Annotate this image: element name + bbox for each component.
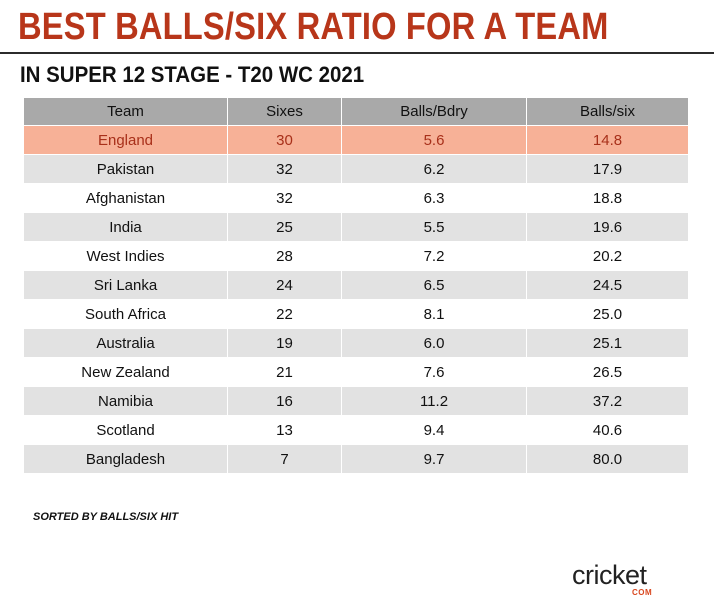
cell-balls-bdry: 6.2 bbox=[342, 155, 527, 184]
table-row: Bangladesh 7 9.7 80.0 bbox=[24, 445, 688, 474]
chart-title: BEST BALLS/SIX RATIO FOR A TEAM bbox=[18, 6, 609, 48]
cell-sixes: 13 bbox=[228, 416, 342, 445]
cell-balls-six: 17.9 bbox=[527, 155, 688, 184]
sort-note: SORTED BY BALLS/SIX HIT bbox=[33, 511, 179, 523]
cell-balls-six: 24.5 bbox=[527, 271, 688, 300]
table-row: West Indies 28 7.2 20.2 bbox=[24, 242, 688, 271]
table-row: Namibia 16 11.2 37.2 bbox=[24, 387, 688, 416]
cell-team: England bbox=[24, 126, 228, 155]
cell-balls-bdry: 8.1 bbox=[342, 300, 527, 329]
title-divider bbox=[0, 52, 714, 54]
cell-balls-six: 40.6 bbox=[527, 416, 688, 445]
logo-wordmark: cricket bbox=[572, 560, 647, 590]
table-row: Scotland 13 9.4 40.6 bbox=[24, 416, 688, 445]
cell-balls-bdry: 9.4 bbox=[342, 416, 527, 445]
cell-balls-six: 80.0 bbox=[527, 445, 688, 474]
table-row: South Africa 22 8.1 25.0 bbox=[24, 300, 688, 329]
cell-balls-six: 19.6 bbox=[527, 213, 688, 242]
cell-team: West Indies bbox=[24, 242, 228, 271]
stats-table: Team Sixes Balls/Bdry Balls/six England 3… bbox=[24, 98, 688, 474]
cell-team: Namibia bbox=[24, 387, 228, 416]
cell-team: Scotland bbox=[24, 416, 228, 445]
table-row: Sri Lanka 24 6.5 24.5 bbox=[24, 271, 688, 300]
cell-sixes: 32 bbox=[228, 155, 342, 184]
column-header-balls-bdry: Balls/Bdry bbox=[342, 98, 527, 126]
cell-balls-bdry: 7.2 bbox=[342, 242, 527, 271]
cell-sixes: 32 bbox=[228, 184, 342, 213]
cell-team: Pakistan bbox=[24, 155, 228, 184]
cell-sixes: 24 bbox=[228, 271, 342, 300]
table-header-row: Team Sixes Balls/Bdry Balls/six bbox=[24, 98, 688, 126]
cell-balls-bdry: 5.6 bbox=[342, 126, 527, 155]
cell-balls-bdry: 11.2 bbox=[342, 387, 527, 416]
cell-balls-six: 25.0 bbox=[527, 300, 688, 329]
cell-balls-bdry: 6.3 bbox=[342, 184, 527, 213]
cell-balls-six: 20.2 bbox=[527, 242, 688, 271]
table-row: India 25 5.5 19.6 bbox=[24, 213, 688, 242]
chart-subtitle: IN SUPER 12 STAGE - T20 WC 2021 bbox=[20, 62, 365, 87]
cell-team: New Zealand bbox=[24, 358, 228, 387]
table-row: Afghanistan 32 6.3 18.8 bbox=[24, 184, 688, 213]
table-row: New Zealand 21 7.6 26.5 bbox=[24, 358, 688, 387]
cell-balls-bdry: 6.5 bbox=[342, 271, 527, 300]
cell-balls-bdry: 6.0 bbox=[342, 329, 527, 358]
cell-sixes: 7 bbox=[228, 445, 342, 474]
cell-sixes: 22 bbox=[228, 300, 342, 329]
cell-balls-bdry: 7.6 bbox=[342, 358, 527, 387]
table-body: England 30 5.6 14.8 Pakistan 32 6.2 17.9 Afghani… bbox=[24, 126, 688, 474]
cell-sixes: 25 bbox=[228, 213, 342, 242]
cell-sixes: 19 bbox=[228, 329, 342, 358]
cell-sixes: 16 bbox=[228, 387, 342, 416]
table-row: Pakistan 32 6.2 17.9 bbox=[24, 155, 688, 184]
cricket-com-logo: cricket COM bbox=[572, 560, 692, 600]
table-row: England 30 5.6 14.8 bbox=[24, 126, 688, 155]
table-row: Australia 19 6.0 25.1 bbox=[24, 329, 688, 358]
cell-team: Australia bbox=[24, 329, 228, 358]
column-header-balls-six: Balls/six bbox=[527, 98, 688, 126]
cell-balls-bdry: 9.7 bbox=[342, 445, 527, 474]
cell-balls-bdry: 5.5 bbox=[342, 213, 527, 242]
cell-team: India bbox=[24, 213, 228, 242]
cell-team: Sri Lanka bbox=[24, 271, 228, 300]
cell-team: Bangladesh bbox=[24, 445, 228, 474]
cell-balls-six: 26.5 bbox=[527, 358, 688, 387]
cell-balls-six: 37.2 bbox=[527, 387, 688, 416]
cell-sixes: 30 bbox=[228, 126, 342, 155]
cell-balls-six: 25.1 bbox=[527, 329, 688, 358]
cell-team: Afghanistan bbox=[24, 184, 228, 213]
cell-balls-six: 14.8 bbox=[527, 126, 688, 155]
cell-sixes: 21 bbox=[228, 358, 342, 387]
cell-team: South Africa bbox=[24, 300, 228, 329]
column-header-team: Team bbox=[24, 98, 228, 126]
cell-balls-six: 18.8 bbox=[527, 184, 688, 213]
cell-sixes: 28 bbox=[228, 242, 342, 271]
logo-suffix: COM bbox=[632, 588, 653, 597]
column-header-sixes: Sixes bbox=[228, 98, 342, 126]
